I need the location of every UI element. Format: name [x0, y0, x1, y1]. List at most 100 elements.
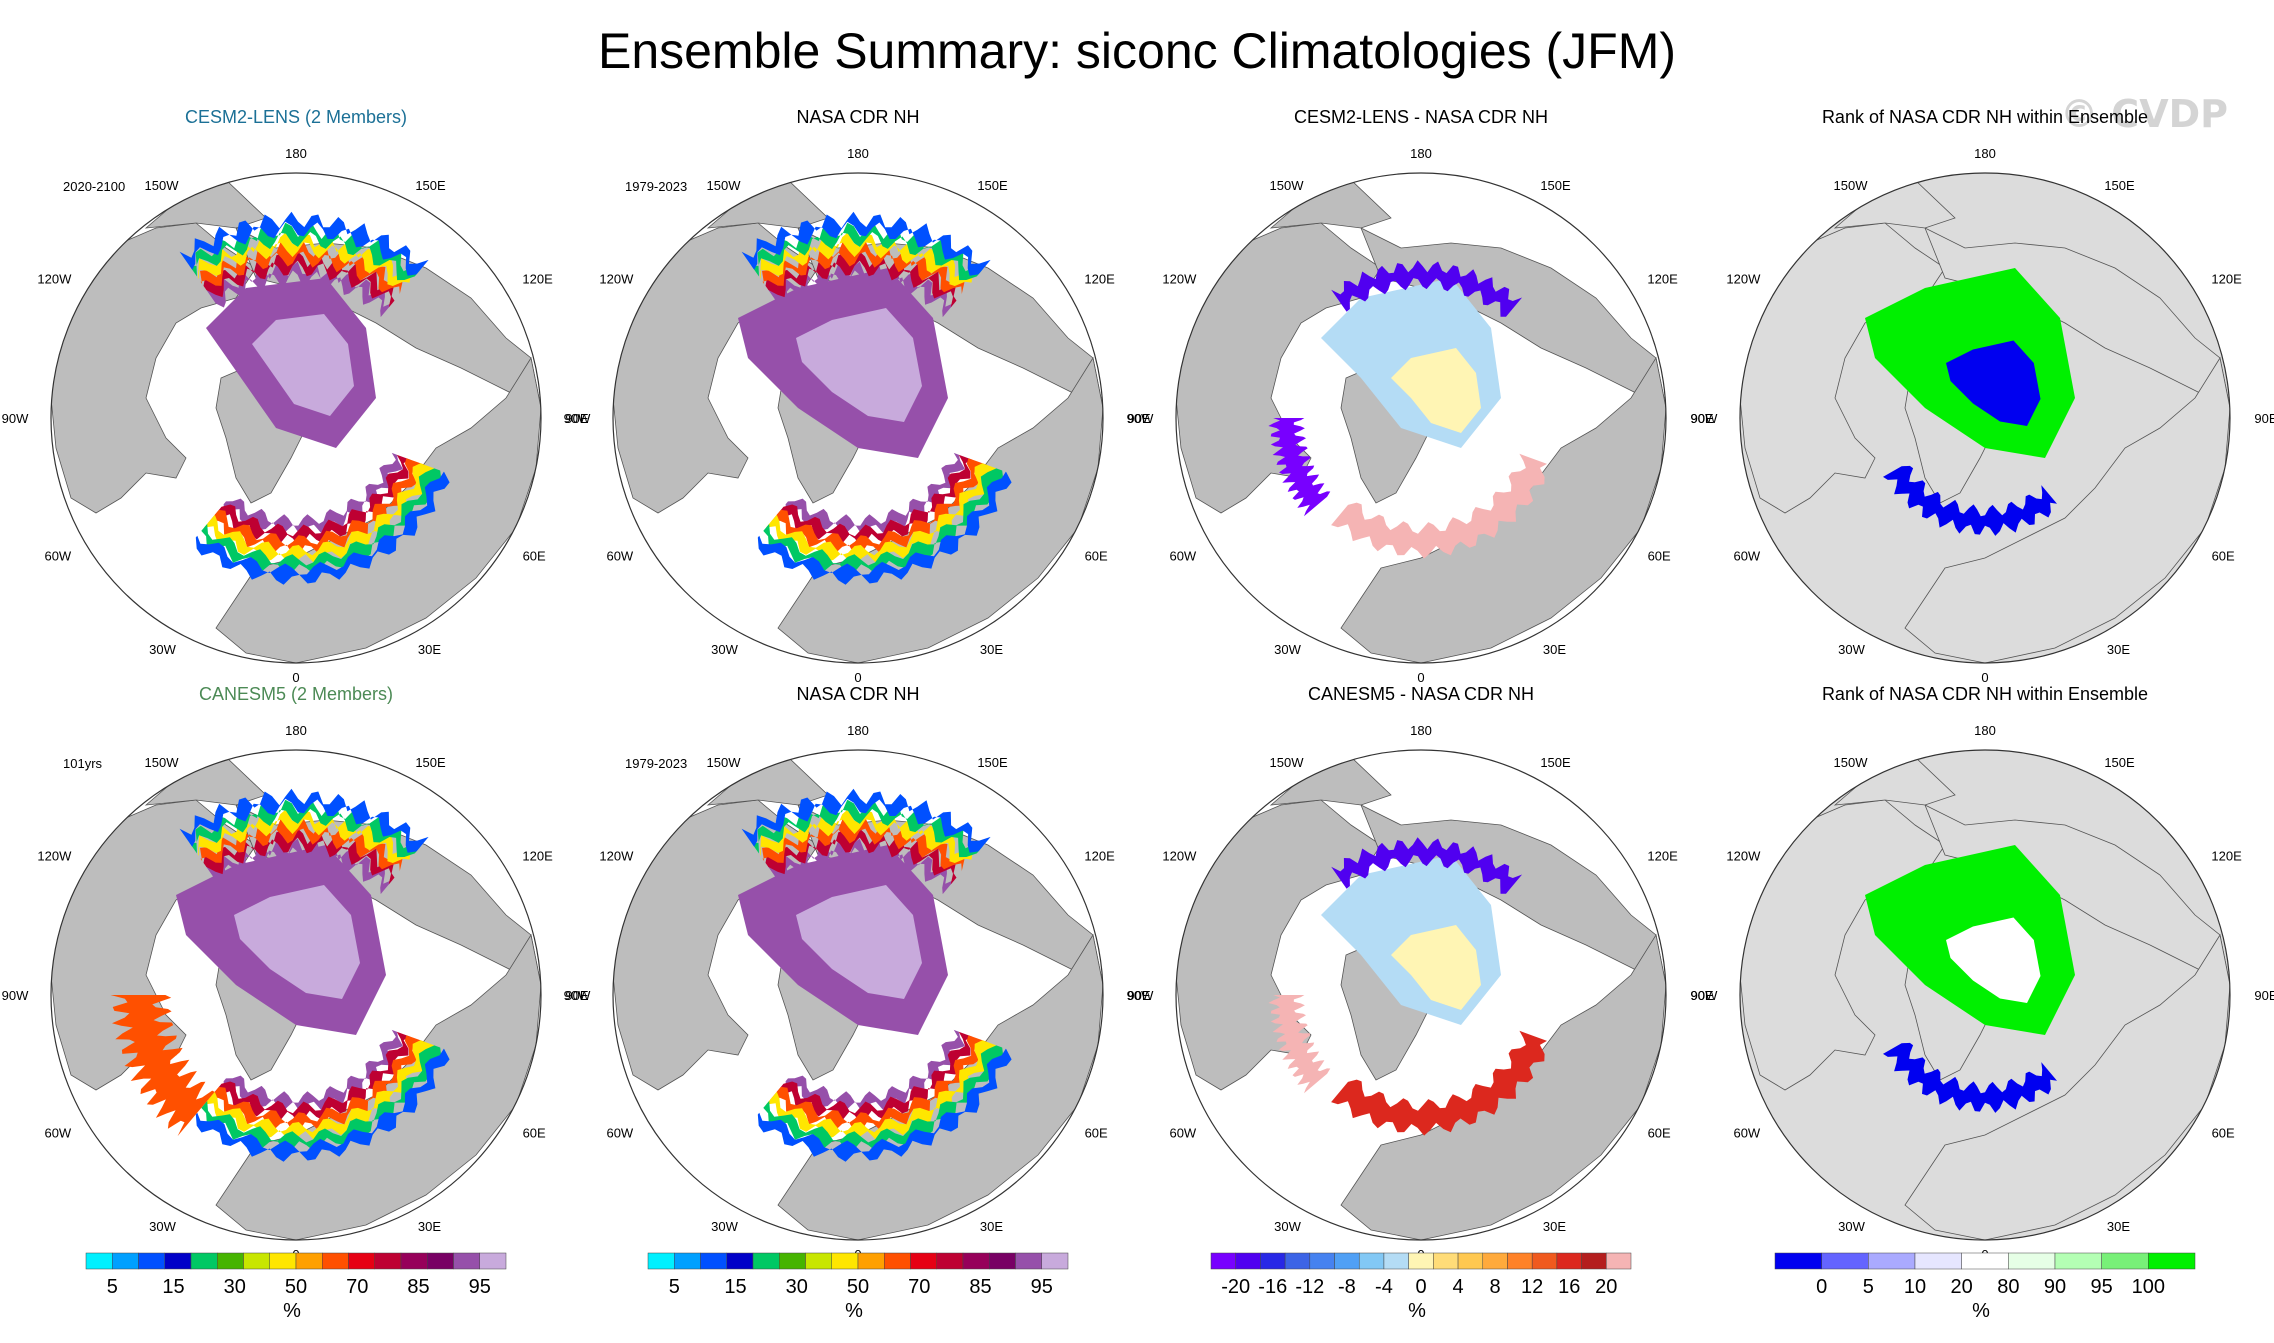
- panel-title: Rank of NASA CDR NH within Ensemble: [1822, 107, 2148, 127]
- longitude-label: 60E: [523, 1126, 546, 1141]
- longitude-label: 120E: [522, 272, 553, 287]
- longitude-label: 150W: [145, 178, 180, 193]
- colorbar-swatch: [217, 1252, 244, 1270]
- longitude-label: 120W: [1726, 272, 1761, 287]
- map-panel-7: 1800150W150E120W120E90W90E60W60E30W30ECA…: [1127, 684, 1714, 1262]
- colorbar-swatch: [1581, 1252, 1607, 1270]
- longitude-label: 30E: [418, 642, 441, 657]
- longitude-label: 60E: [1648, 1126, 1671, 1141]
- longitude-label: 0: [292, 670, 299, 685]
- longitude-label: 120E: [1647, 272, 1678, 287]
- ice-edge-band: [179, 211, 429, 276]
- longitude-label: 180: [285, 723, 307, 738]
- longitude-label: 0: [854, 670, 861, 685]
- longitude-label: 120W: [1162, 849, 1197, 864]
- land-mass: [1176, 222, 1382, 514]
- longitude-label: 60E: [523, 549, 546, 564]
- ice-edge-band: [759, 809, 974, 863]
- sea-ice-thick: [796, 308, 922, 422]
- longitude-label: 150E: [1540, 755, 1571, 770]
- colorbar-swatch: [1284, 1252, 1311, 1270]
- ice-edge-band: [110, 995, 215, 1137]
- longitude-label: 180: [1410, 723, 1432, 738]
- ice-edge-band: [201, 468, 442, 575]
- ice-edge-band: [203, 251, 395, 308]
- diff-edge: [1331, 1030, 1547, 1136]
- panel-title: NASA CDR NH: [796, 107, 919, 127]
- colorbar-swatch: [962, 1252, 990, 1270]
- colorbar-swatch: [857, 1252, 885, 1270]
- colorbar-swatch: [1334, 1252, 1360, 1270]
- longitude-label: 150W: [707, 178, 742, 193]
- colorbar-swatch: [190, 1252, 218, 1270]
- colorbar-swatch: [989, 1252, 1016, 1270]
- longitude-label: 60W: [606, 1126, 633, 1141]
- sea-ice-thick: [252, 314, 354, 416]
- rank-edge: [1883, 465, 2057, 536]
- ice-edge-band: [741, 788, 991, 853]
- land-mass: [613, 222, 819, 514]
- diff-center: [1391, 925, 1481, 1010]
- longitude-label: 60W: [1733, 549, 1760, 564]
- longitude-label: 30E: [2107, 1219, 2130, 1234]
- longitude-label: 150E: [415, 755, 446, 770]
- ice-edge-band: [769, 1035, 987, 1132]
- longitude-label: 150W: [1834, 178, 1869, 193]
- diff-edge: [1268, 995, 1331, 1094]
- longitude-label: 90E: [2254, 988, 2274, 1003]
- colorbar-swatch: [1556, 1252, 1582, 1270]
- map-boundary: [50, 172, 542, 664]
- map-boundary: [1739, 172, 2231, 664]
- panel-subtitle: 101yrs: [63, 756, 103, 771]
- ice-edge-band: [201, 1045, 442, 1152]
- diff-edge: [1331, 260, 1523, 317]
- colorbar-swatch: [1260, 1252, 1286, 1270]
- ice-edge-band: [766, 1040, 997, 1143]
- longitude-label: 60W: [1733, 1126, 1760, 1141]
- map-panel-6: 1800150W150E120W120E90W90E60W60E30W30ENA…: [564, 684, 1151, 1262]
- land-mass: [51, 222, 257, 514]
- colorbar-swatch: [1433, 1252, 1459, 1270]
- longitude-label: 30W: [1838, 1219, 1865, 1234]
- colorbar-swatch: [348, 1252, 375, 1270]
- map-field: [51, 750, 541, 1240]
- colorbar-tick-label: 80: [1997, 1276, 2019, 1298]
- colorbar-tick-label: 15: [724, 1276, 746, 1298]
- colorbar-swatch: [674, 1252, 701, 1270]
- longitude-label: 60E: [1648, 549, 1671, 564]
- longitude-label: 150E: [1540, 178, 1571, 193]
- longitude-label: 120W: [1162, 272, 1197, 287]
- colorbar-tick-label: 95: [469, 1276, 491, 1298]
- colorbar-swatch: [1015, 1252, 1042, 1270]
- diff-edge: [1331, 453, 1547, 559]
- colorbar-swatch: [322, 1252, 349, 1270]
- colorbar-tick-label: 5: [107, 1276, 118, 1298]
- longitude-label: 150W: [1270, 755, 1305, 770]
- longitude-label: 30W: [1274, 642, 1301, 657]
- longitude-label: 0: [1981, 670, 1988, 685]
- ice-edge-band: [769, 458, 987, 555]
- ice-edge-band: [197, 232, 412, 286]
- map-field: [51, 173, 541, 663]
- longitude-label: 90W: [564, 411, 591, 426]
- colorbar-swatch: [2148, 1252, 2196, 1270]
- longitude-label: 60E: [2212, 549, 2235, 564]
- longitude-label: 120E: [1647, 849, 1678, 864]
- colorbar-swatch: [647, 1252, 675, 1270]
- colorbar-tick-label: 70: [908, 1276, 930, 1298]
- diff-edge: [1268, 418, 1331, 517]
- colorbar-unit: %: [283, 1300, 301, 1322]
- longitude-label: 90E: [1127, 988, 1150, 1003]
- ice-edge-band: [205, 838, 393, 895]
- map-field: [613, 750, 1103, 1240]
- land-mass: [1740, 799, 1946, 1091]
- colorbar-tick-label: 8: [1490, 1276, 1501, 1298]
- longitude-label: 30W: [711, 642, 738, 657]
- ice-edge-band: [759, 232, 974, 286]
- map-boundary: [1739, 749, 2231, 1241]
- colorbar-tick-label: 70: [346, 1276, 368, 1298]
- ice-edge-band: [763, 468, 1004, 575]
- longitude-label: 30E: [418, 1219, 441, 1234]
